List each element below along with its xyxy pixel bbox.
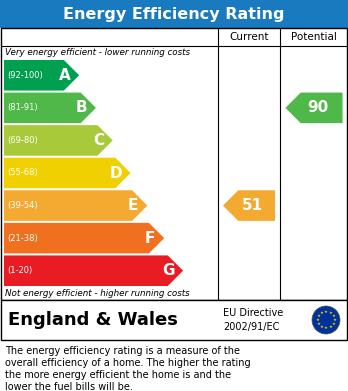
Text: (39-54): (39-54) [7, 201, 38, 210]
Text: (92-100): (92-100) [7, 71, 43, 80]
Text: ★: ★ [324, 326, 328, 330]
Text: ★: ★ [331, 314, 335, 318]
Polygon shape [223, 190, 275, 221]
Text: ★: ★ [328, 325, 332, 329]
Polygon shape [4, 158, 130, 188]
Text: EU Directive
2002/91/EC: EU Directive 2002/91/EC [223, 308, 283, 332]
Polygon shape [4, 223, 164, 253]
Polygon shape [4, 255, 183, 286]
Polygon shape [285, 93, 342, 123]
Polygon shape [4, 125, 113, 156]
Text: ★: ★ [320, 311, 324, 315]
Text: D: D [110, 165, 122, 181]
Text: ★: ★ [332, 318, 336, 322]
Text: Potential: Potential [291, 32, 337, 42]
Polygon shape [4, 60, 79, 91]
Text: overall efficiency of a home. The higher the rating: overall efficiency of a home. The higher… [5, 358, 251, 368]
Text: C: C [93, 133, 104, 148]
Polygon shape [4, 190, 148, 221]
Text: Very energy efficient - lower running costs: Very energy efficient - lower running co… [5, 48, 190, 57]
Text: lower the fuel bills will be.: lower the fuel bills will be. [5, 382, 133, 391]
Text: (1-20): (1-20) [7, 266, 32, 275]
Text: 51: 51 [242, 198, 263, 213]
Text: Energy Efficiency Rating: Energy Efficiency Rating [63, 7, 285, 22]
Text: F: F [145, 231, 155, 246]
Text: (21-38): (21-38) [7, 234, 38, 243]
Text: G: G [163, 263, 175, 278]
Text: ★: ★ [317, 322, 321, 326]
Text: A: A [59, 68, 71, 83]
Text: ★: ★ [317, 314, 321, 318]
Text: 90: 90 [307, 100, 329, 115]
Text: B: B [76, 100, 87, 115]
Text: ★: ★ [331, 322, 335, 326]
Text: ★: ★ [320, 325, 324, 329]
Bar [1, 300, 347, 340]
Text: Current: Current [229, 32, 269, 42]
Text: ★: ★ [328, 311, 332, 315]
Text: ★: ★ [316, 318, 319, 322]
Bar [0, 0, 348, 28]
Circle shape [312, 306, 340, 334]
Polygon shape [4, 93, 96, 123]
Text: England & Wales: England & Wales [8, 311, 178, 329]
Text: ★: ★ [324, 310, 328, 314]
Text: E: E [128, 198, 138, 213]
Bar [1, 28, 347, 300]
Text: the more energy efficient the home is and the: the more energy efficient the home is an… [5, 370, 231, 380]
Text: (69-80): (69-80) [7, 136, 38, 145]
Text: The energy efficiency rating is a measure of the: The energy efficiency rating is a measur… [5, 346, 240, 356]
Text: (81-91): (81-91) [7, 103, 38, 112]
Text: (55-68): (55-68) [7, 169, 38, 178]
Text: Not energy efficient - higher running costs: Not energy efficient - higher running co… [5, 289, 190, 298]
